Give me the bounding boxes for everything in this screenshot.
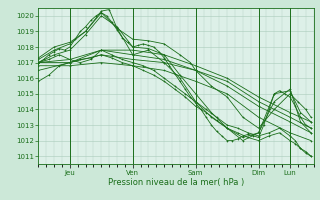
- X-axis label: Pression niveau de la mer( hPa ): Pression niveau de la mer( hPa ): [108, 178, 244, 187]
